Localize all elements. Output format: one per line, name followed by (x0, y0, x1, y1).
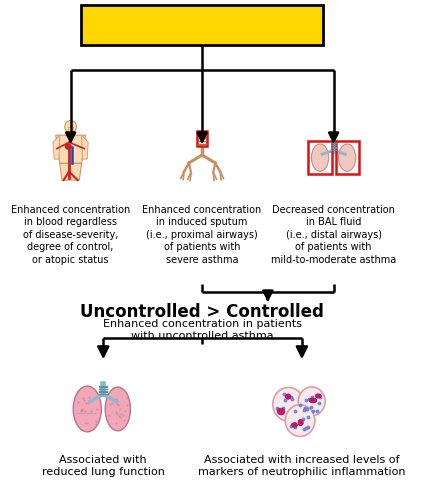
Circle shape (300, 422, 302, 424)
Text: Enhanced concentration
in induced sputum
(i.e., proximal airways)
of patients wi: Enhanced concentration in induced sputum… (143, 205, 262, 264)
Polygon shape (60, 164, 81, 180)
Ellipse shape (277, 408, 285, 415)
Polygon shape (53, 135, 60, 159)
Text: Uncontrolled > Controlled: Uncontrolled > Controlled (80, 303, 324, 321)
Circle shape (273, 388, 304, 421)
Circle shape (292, 424, 295, 426)
FancyBboxPatch shape (197, 131, 207, 146)
Ellipse shape (315, 394, 321, 398)
Circle shape (285, 404, 315, 436)
Circle shape (299, 420, 300, 422)
Ellipse shape (338, 144, 356, 172)
Ellipse shape (105, 387, 130, 431)
Circle shape (294, 422, 296, 425)
Polygon shape (81, 135, 88, 159)
Circle shape (289, 396, 290, 398)
Circle shape (278, 409, 280, 412)
Ellipse shape (65, 143, 72, 150)
Circle shape (301, 423, 303, 425)
Circle shape (311, 400, 314, 402)
Ellipse shape (311, 144, 329, 172)
Circle shape (319, 395, 321, 398)
Bar (68, 127, 73, 135)
Circle shape (281, 412, 284, 414)
Ellipse shape (285, 394, 291, 399)
Text: Associated with
reduced lung function: Associated with reduced lung function (42, 455, 165, 477)
Circle shape (288, 396, 290, 398)
Text: Enhanced concentration
in blood regardless
of disease-severity,
degree of contro: Enhanced concentration in blood regardle… (11, 205, 130, 264)
Text: Associated with increased levels of
markers of neutrophilic inflammation: Associated with increased levels of mark… (198, 455, 406, 477)
Text: Decreased concentration
in BAL fluid
(i.e., distal airways)
of patients with
mil: Decreased concentration in BAL fluid (i.… (271, 205, 396, 264)
Circle shape (295, 424, 297, 427)
Ellipse shape (73, 386, 101, 432)
Ellipse shape (298, 420, 303, 426)
Polygon shape (56, 135, 86, 164)
Circle shape (298, 387, 325, 416)
Text: IL-26 in Asthma: IL-26 in Asthma (79, 11, 325, 39)
Circle shape (310, 398, 313, 401)
FancyBboxPatch shape (81, 5, 323, 45)
Circle shape (316, 396, 318, 398)
Circle shape (316, 394, 318, 396)
Circle shape (281, 410, 283, 413)
Circle shape (311, 400, 313, 403)
Text: Enhanced concentration in patients
with uncontrolled asthma: Enhanced concentration in patients with … (103, 318, 302, 342)
Circle shape (65, 120, 76, 133)
Ellipse shape (309, 398, 316, 403)
Ellipse shape (292, 422, 298, 427)
Circle shape (287, 395, 288, 397)
